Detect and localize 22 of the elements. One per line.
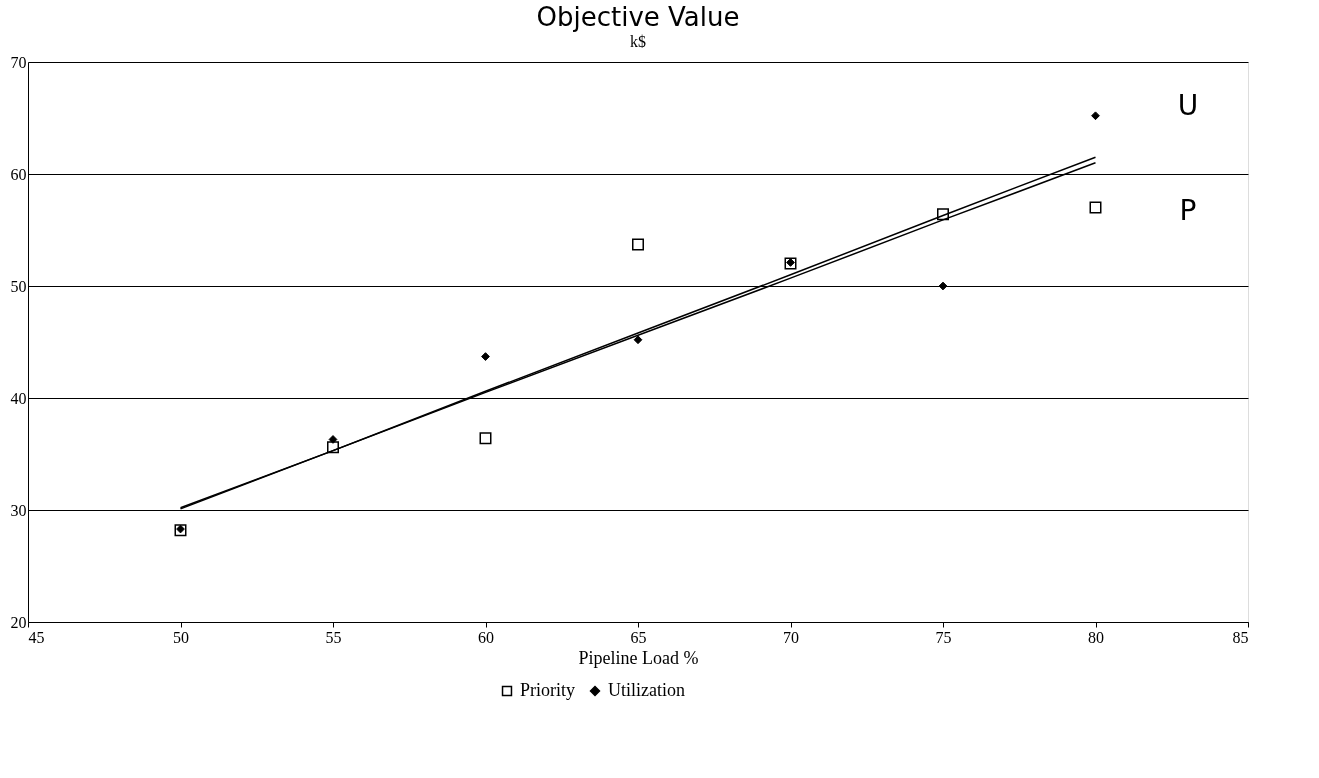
y-tick-label: 50 — [10, 277, 27, 295]
x-tick-label: 60 — [478, 628, 494, 646]
y-tick-label: 60 — [10, 165, 27, 183]
x-tick-label: 50 — [173, 628, 189, 646]
x-tick-label: 70 — [783, 628, 799, 646]
x-tick-label: 80 — [1088, 628, 1104, 646]
x-tick-label: 75 — [935, 628, 952, 646]
y-tick-label: 70 — [10, 53, 27, 71]
y-tick-label: 40 — [10, 389, 27, 407]
annotation: U — [1177, 89, 1199, 122]
chart-subtitle: k$ — [630, 33, 646, 50]
legend-label: Utilization — [608, 680, 685, 700]
x-axis-title: Pipeline Load % — [578, 647, 699, 668]
y-tick-label: 20 — [10, 613, 27, 631]
x-tick-label: 55 — [325, 628, 342, 646]
x-tick-label: 85 — [1232, 628, 1249, 646]
x-tick-label: 65 — [630, 628, 647, 646]
annotation: P — [1179, 194, 1197, 227]
legend-label: Priority — [520, 680, 576, 700]
chart-title: Objective Value — [536, 2, 740, 32]
x-tick-label: 45 — [28, 628, 45, 646]
y-tick-label: 30 — [10, 501, 27, 519]
